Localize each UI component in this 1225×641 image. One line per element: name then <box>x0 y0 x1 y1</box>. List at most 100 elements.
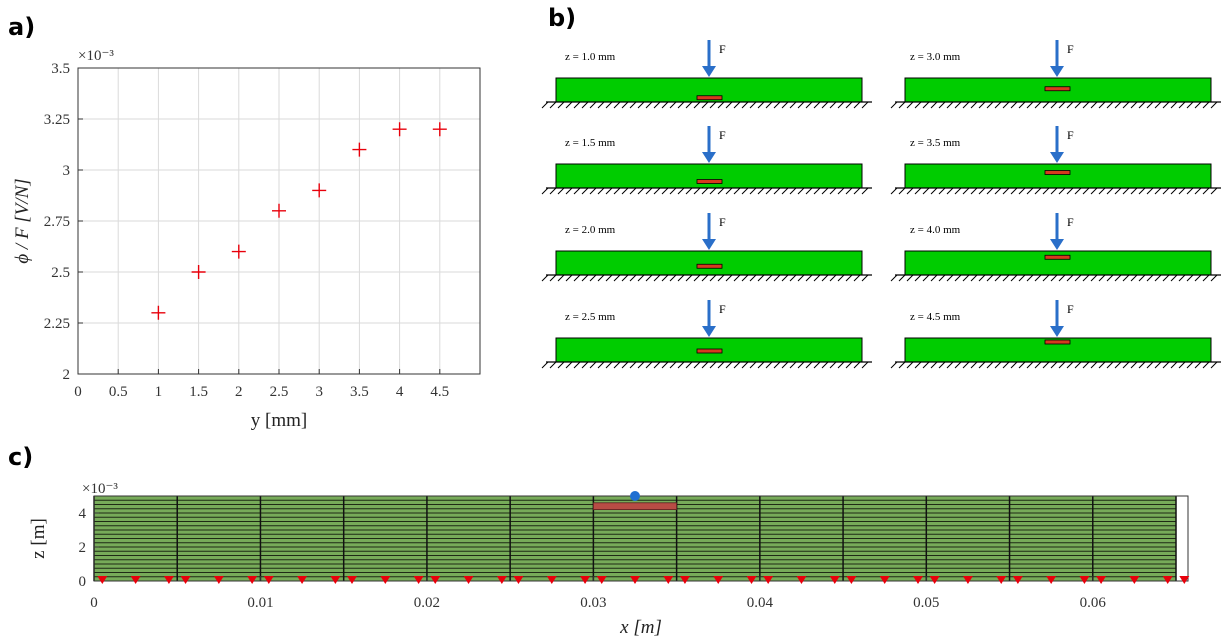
electrode <box>696 179 723 184</box>
electrode-region <box>592 502 678 510</box>
support-marker <box>330 576 341 584</box>
x-tick-label: 0.06 <box>1080 595 1107 611</box>
beam-case: z = 1.0 mm F <box>541 40 872 109</box>
y-multiplier: ×10⁻³ <box>82 481 118 497</box>
y-tick-label: 3.25 <box>44 112 70 128</box>
support-marker <box>1012 576 1023 584</box>
case-label: z = 1.0 mm <box>565 51 616 63</box>
force-arrow-head <box>702 66 716 77</box>
force-label: F <box>719 302 726 316</box>
case-label: z = 2.0 mm <box>565 224 616 236</box>
x-tick-label: 3 <box>315 384 323 400</box>
electrode <box>1044 170 1071 175</box>
support-marker <box>180 576 191 584</box>
x-tick-label: 0.03 <box>580 595 606 611</box>
beam <box>555 163 863 189</box>
support-marker <box>413 576 424 584</box>
support-marker <box>679 576 690 584</box>
support-marker <box>929 576 940 584</box>
x-tick-label: 2 <box>235 384 243 400</box>
electrode <box>1044 254 1071 260</box>
support-marker <box>1179 576 1190 584</box>
beam-case: z = 4.0 mm F <box>890 213 1221 282</box>
x-tick-label: 3.5 <box>350 384 369 400</box>
y-tick-label: 2.5 <box>51 265 70 281</box>
ground-hatch <box>890 101 1218 109</box>
electrode <box>1044 339 1071 345</box>
x-tick-label: 1.5 <box>189 384 208 400</box>
ground-hatch <box>890 361 1218 369</box>
beam <box>904 163 1212 189</box>
y-tick-label: 2.75 <box>44 214 70 230</box>
data-point <box>191 265 206 279</box>
y-multiplier: ×10⁻³ <box>78 48 114 64</box>
y-tick-label: 2.25 <box>44 316 70 332</box>
ground-hatch <box>541 101 869 109</box>
mesh-plot: 0 0.01 0.02 0.03 0.04 0.05 0.06 0 2 4 ×10⁻³ x [m] z … <box>28 481 1190 638</box>
data-point <box>312 183 327 198</box>
case-label: z = 4.0 mm <box>910 224 961 236</box>
panel-label-b: b) <box>548 4 576 32</box>
x-tick-label: 4 <box>396 384 404 400</box>
beam <box>555 250 863 276</box>
support-marker <box>713 576 724 584</box>
x-tick-label: 0.05 <box>913 595 939 611</box>
support-marker <box>663 576 674 584</box>
load-point-marker <box>630 491 640 501</box>
y-tick-label: 2 <box>79 540 87 556</box>
support-marker <box>513 576 524 584</box>
support-marker <box>796 576 807 584</box>
beam-case: z = 1.5 mm F <box>541 126 872 195</box>
support-marker <box>1096 576 1107 584</box>
support-marker <box>213 576 224 584</box>
support-marker <box>130 576 141 584</box>
data-point <box>272 203 286 218</box>
x-tick-label: 0.04 <box>747 595 774 611</box>
support-marker <box>546 576 557 584</box>
y-tick-label: 2 <box>63 367 71 383</box>
y-tick-label: 0 <box>79 574 87 590</box>
support-marker <box>247 576 258 584</box>
support-marker <box>630 576 640 584</box>
support-marker <box>580 576 591 584</box>
plot-frame <box>93 495 1189 582</box>
data-point <box>392 122 407 137</box>
x-axis-title: y [mm] <box>251 410 307 431</box>
beam <box>904 250 1212 276</box>
support-marker <box>263 576 274 584</box>
data-point <box>151 305 166 320</box>
support-marker <box>1129 576 1140 584</box>
beam-case: z = 3.5 mm F <box>890 126 1221 195</box>
support-marker <box>430 576 441 584</box>
beam-case: z = 3.0 mm F <box>890 40 1221 109</box>
plot-frame <box>77 67 481 375</box>
force-label: F <box>719 42 726 56</box>
force-arrow-head <box>702 152 716 163</box>
data-point <box>352 142 367 157</box>
support-marker <box>829 576 840 584</box>
ground-hatch <box>890 187 1218 195</box>
case-label: z = 4.5 mm <box>910 311 961 323</box>
ground-hatch <box>541 361 869 369</box>
x-tick-label: 0 <box>90 595 98 611</box>
support-marker <box>1079 576 1090 584</box>
support-marker <box>380 576 391 584</box>
x-axis-title: x [m] <box>619 617 662 638</box>
support-marker <box>912 576 923 584</box>
x-tick-label: 0.5 <box>109 384 128 400</box>
support-marker <box>97 576 108 584</box>
beam-case: z = 2.0 mm F <box>541 213 872 282</box>
force-label: F <box>1067 42 1074 56</box>
support-marker <box>463 576 474 584</box>
force-label: F <box>1067 128 1074 142</box>
force-label: F <box>719 215 726 229</box>
case-label: z = 1.5 mm <box>565 137 616 149</box>
x-tick-label: 0 <box>74 384 82 400</box>
support-marker <box>1162 576 1173 584</box>
support-marker <box>1046 576 1057 584</box>
y-axis-title: ϕ / F [V/N] <box>12 178 33 263</box>
x-tick-label: 0.01 <box>247 595 273 611</box>
data-point <box>231 244 246 259</box>
y-tick-label: 3 <box>63 163 71 179</box>
